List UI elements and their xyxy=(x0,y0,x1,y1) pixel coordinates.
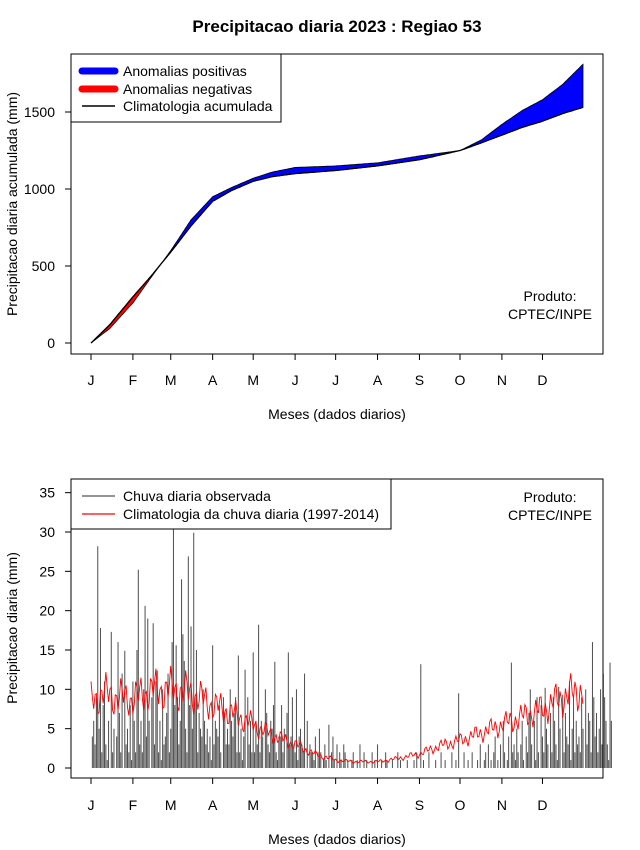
x-tick-label: M xyxy=(247,797,259,813)
x-tick-label: M xyxy=(165,372,177,388)
legend-label-observed: Chuva diaria observada xyxy=(123,488,271,504)
x-tick-label: N xyxy=(497,372,507,388)
x-tick-label: D xyxy=(537,372,547,388)
x-tick-label: N xyxy=(497,797,507,813)
y-tick-label: 30 xyxy=(39,524,55,540)
x-tick-label: O xyxy=(455,797,466,813)
legend-label-climatology: Climatologia da chuva diaria (1997-2014) xyxy=(123,506,379,522)
x-tick-label: M xyxy=(165,797,177,813)
x-tick-label: S xyxy=(415,797,424,813)
x-axis-label: Meses (dados diarios) xyxy=(268,831,406,847)
cumulative-precipitation-chart: 0 500 1000 1500 J F M A M J J A S O N D Meses (dados d… xyxy=(4,53,604,422)
climatology-daily-line xyxy=(90,665,584,765)
y-tick-label: 1000 xyxy=(24,181,55,197)
x-tick-label: F xyxy=(129,372,138,388)
daily-bars-layer xyxy=(91,524,612,768)
legend-label-negative: Anomalias negativas xyxy=(123,81,252,97)
x-tick-label: J xyxy=(332,372,339,388)
x-tick-label: J xyxy=(292,372,299,388)
y-axis-label: Precipitacao diaria acumulada (mm) xyxy=(4,92,20,316)
x-tick-label: D xyxy=(537,797,547,813)
x-tick-label: S xyxy=(415,372,424,388)
y-tick-label: 0 xyxy=(47,335,55,351)
credit-line-1: Produto: xyxy=(524,288,577,304)
x-tick-label: F xyxy=(129,797,138,813)
legend-label-climatology: Climatologia acumulada xyxy=(123,98,273,114)
x-tick-label: A xyxy=(208,797,218,813)
x-tick-label: A xyxy=(373,372,383,388)
chart-title: Precipitacao diaria 2023 : Regiao 53 xyxy=(192,17,481,36)
x-tick-label: O xyxy=(455,372,466,388)
x-tick-label: M xyxy=(247,372,259,388)
y-tick-label: 0 xyxy=(47,760,55,776)
climatology-line-layer xyxy=(90,106,584,344)
daily-precipitation-chart: 0 5 10 15 20 25 30 35 J F M A M J J A S O N D Meses (dados… xyxy=(4,478,612,847)
y-tick-label: 5 xyxy=(47,721,55,737)
legend: Anomalias positivas Anomalias negativas … xyxy=(70,53,282,123)
x-axis-label: Meses (dados diarios) xyxy=(268,406,406,422)
credit-line-1: Produto: xyxy=(524,489,577,505)
y-tick-label: 25 xyxy=(39,563,55,579)
climatology-line xyxy=(90,106,584,344)
x-tick-label: J xyxy=(332,797,339,813)
legend-label-positive: Anomalias positivas xyxy=(123,63,247,79)
x-tick-label: J xyxy=(88,372,95,388)
y-axis: 0 500 1000 1500 xyxy=(24,104,72,351)
credit-line-2: CPTEC/INPE xyxy=(508,306,592,322)
climatology-line-layer xyxy=(90,665,584,765)
x-tick-label: A xyxy=(373,797,383,813)
y-axis: 0 5 10 15 20 25 30 35 xyxy=(39,485,72,776)
y-axis-label: Precipitacao diaria (mm) xyxy=(4,552,20,704)
y-tick-label: 20 xyxy=(39,603,55,619)
x-tick-label: J xyxy=(88,797,95,813)
legend-box xyxy=(70,478,392,530)
credit-line-2: CPTEC/INPE xyxy=(508,507,592,523)
y-tick-label: 500 xyxy=(32,258,56,274)
x-tick-label: A xyxy=(208,372,218,388)
y-tick-label: 1500 xyxy=(24,104,55,120)
y-tick-label: 15 xyxy=(39,642,55,658)
legend: Chuva diaria observada Climatologia da c… xyxy=(70,478,392,530)
x-tick-label: J xyxy=(292,797,299,813)
y-tick-label: 35 xyxy=(39,485,55,501)
y-tick-label: 10 xyxy=(39,681,55,697)
